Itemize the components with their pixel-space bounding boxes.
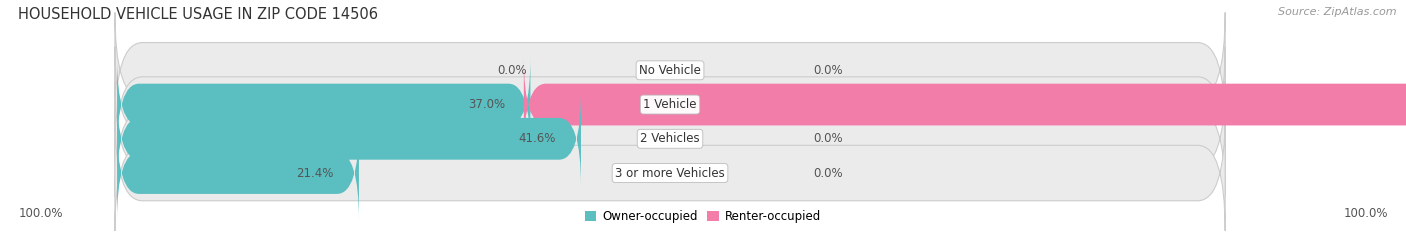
Text: 0.0%: 0.0% <box>813 167 842 179</box>
Text: 21.4%: 21.4% <box>297 167 333 179</box>
Text: 3 or more Vehicles: 3 or more Vehicles <box>616 167 725 179</box>
FancyBboxPatch shape <box>524 57 1406 152</box>
FancyBboxPatch shape <box>117 125 359 221</box>
FancyBboxPatch shape <box>117 57 530 152</box>
Text: 100.0%: 100.0% <box>1343 207 1388 220</box>
Text: 0.0%: 0.0% <box>498 64 527 77</box>
Text: Source: ZipAtlas.com: Source: ZipAtlas.com <box>1278 7 1396 17</box>
Text: 37.0%: 37.0% <box>468 98 505 111</box>
Text: HOUSEHOLD VEHICLE USAGE IN ZIP CODE 14506: HOUSEHOLD VEHICLE USAGE IN ZIP CODE 1450… <box>18 7 378 22</box>
Legend: Owner-occupied, Renter-occupied: Owner-occupied, Renter-occupied <box>579 206 827 228</box>
Text: No Vehicle: No Vehicle <box>640 64 702 77</box>
Text: 2 Vehicles: 2 Vehicles <box>640 132 700 145</box>
FancyBboxPatch shape <box>115 47 1225 162</box>
Text: 41.6%: 41.6% <box>519 132 555 145</box>
FancyBboxPatch shape <box>115 81 1225 197</box>
FancyBboxPatch shape <box>115 115 1225 231</box>
FancyBboxPatch shape <box>115 12 1225 128</box>
FancyBboxPatch shape <box>117 91 581 186</box>
Text: 1 Vehicle: 1 Vehicle <box>644 98 697 111</box>
Text: 0.0%: 0.0% <box>813 64 842 77</box>
Text: 100.0%: 100.0% <box>18 207 63 220</box>
Text: 0.0%: 0.0% <box>813 132 842 145</box>
